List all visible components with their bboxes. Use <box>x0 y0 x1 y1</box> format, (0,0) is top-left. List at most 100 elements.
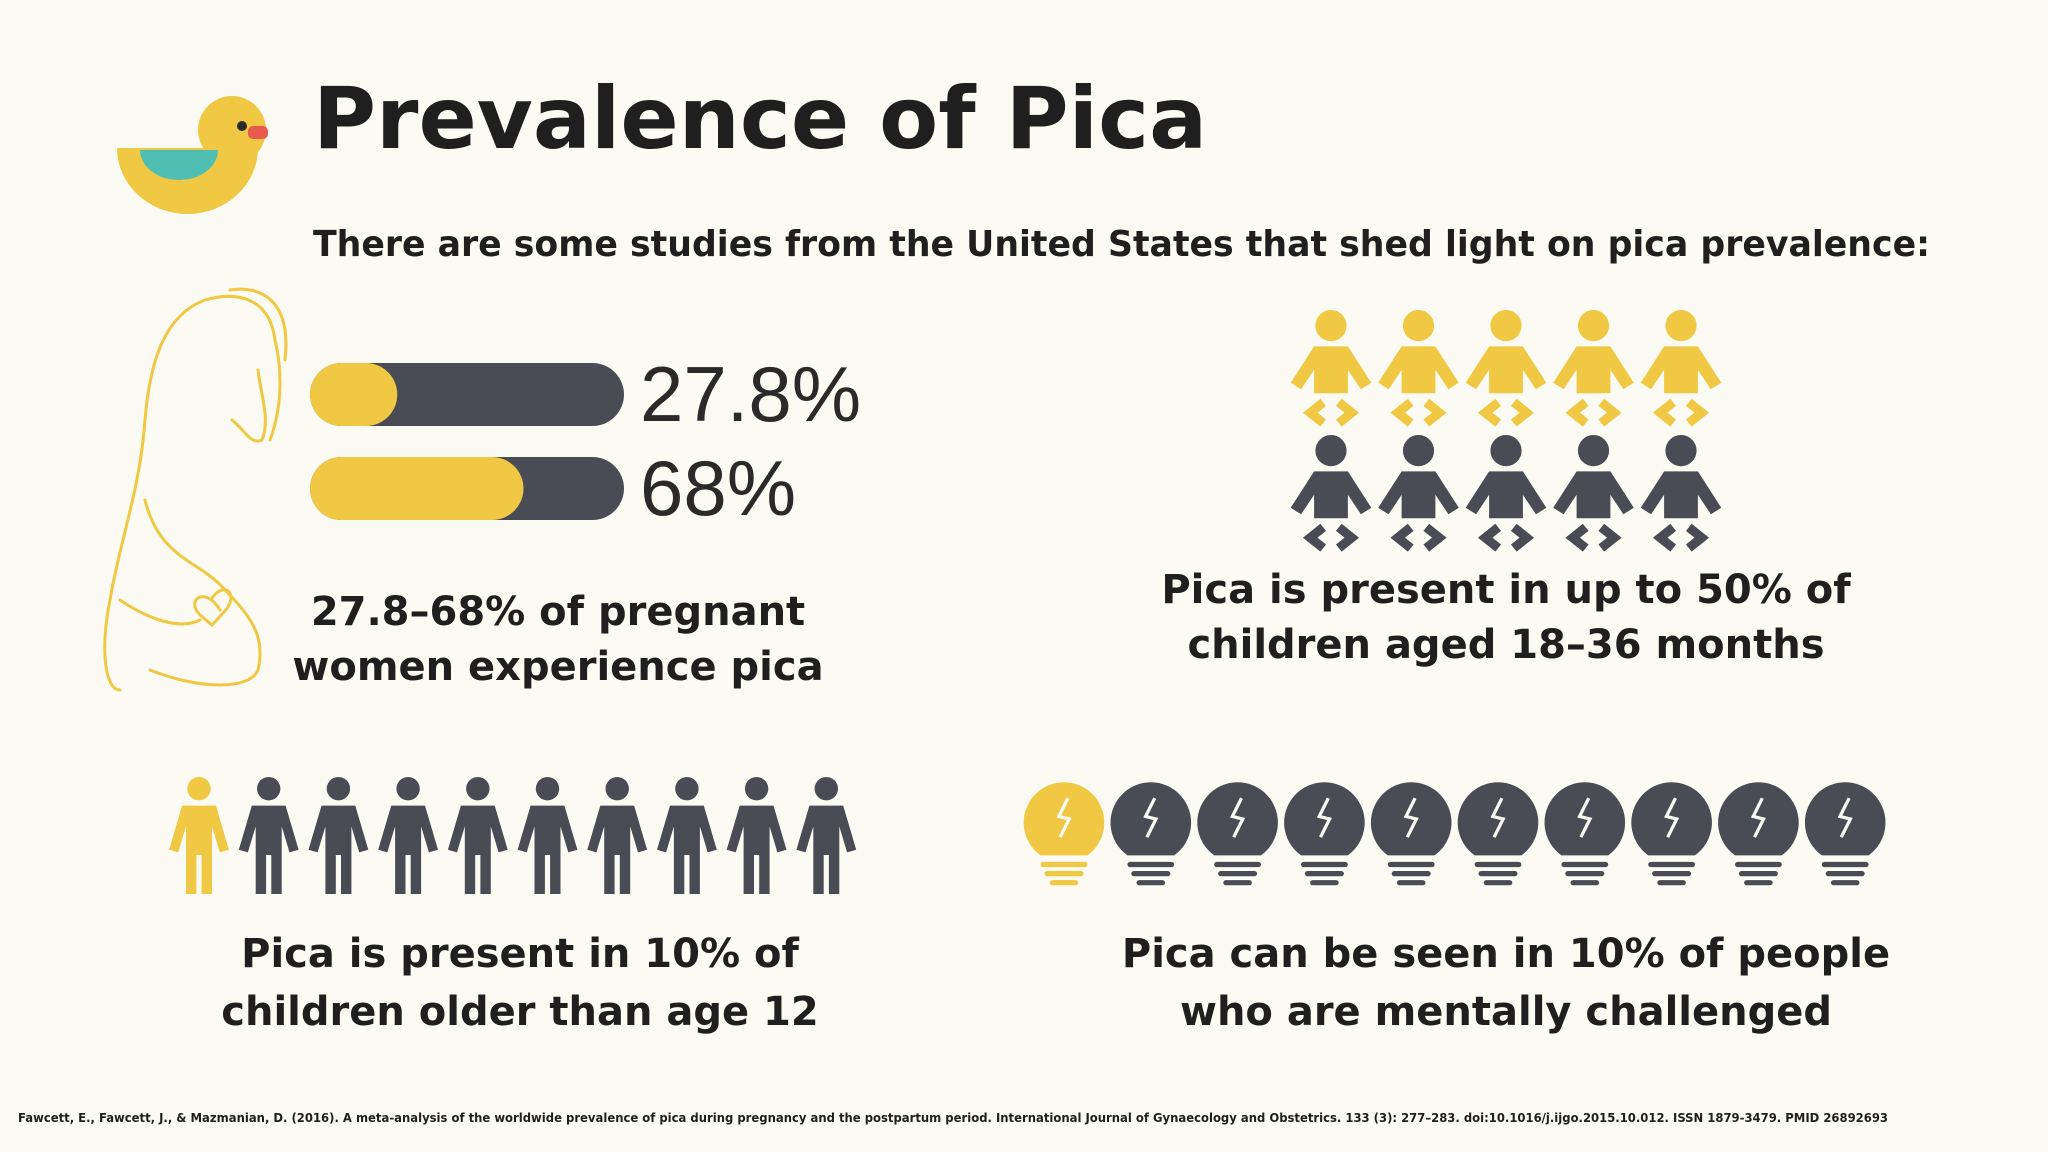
leg <box>1302 523 1327 552</box>
bulb-base <box>1648 861 1695 868</box>
bulb-base <box>1127 861 1175 868</box>
leg <box>1685 523 1710 552</box>
bulb-base <box>1561 861 1609 868</box>
head <box>1315 435 1347 467</box>
title: Prevalence of Pica <box>313 69 1207 169</box>
person-icon <box>238 777 299 894</box>
bulb-base <box>1821 861 1869 868</box>
bar-label: 27.8% <box>640 350 861 438</box>
head <box>1577 310 1610 342</box>
body <box>238 805 299 894</box>
baby-icon <box>1290 310 1372 427</box>
body <box>169 805 229 894</box>
bolt <box>1750 797 1766 838</box>
body <box>657 805 717 894</box>
bulb-icon <box>1284 782 1365 886</box>
body <box>1553 471 1634 519</box>
body <box>1640 346 1722 394</box>
caption: women experience pica <box>292 644 823 690</box>
body <box>726 805 787 894</box>
leg <box>1510 398 1535 427</box>
bulb-base <box>1391 871 1431 877</box>
person-icon <box>447 777 508 894</box>
head <box>396 777 420 801</box>
head <box>257 777 281 801</box>
person-icon <box>517 777 578 894</box>
body <box>517 805 578 894</box>
head <box>466 777 490 801</box>
bulb-base <box>1223 880 1252 886</box>
head <box>187 777 211 801</box>
caption: children aged 18–36 months <box>1187 622 1824 668</box>
bolt <box>1230 797 1246 838</box>
person-icon <box>657 777 717 894</box>
leg <box>1685 398 1710 427</box>
bulb-base <box>1214 861 1261 868</box>
bulb-base <box>1044 871 1084 877</box>
baby-icon <box>1465 435 1547 552</box>
baby-icon <box>1378 310 1459 427</box>
head <box>1402 435 1435 467</box>
bulb-icon <box>1370 782 1452 886</box>
bar-fill <box>310 363 398 426</box>
caption: who are mentally challenged <box>1180 989 1832 1035</box>
bulb-base <box>1565 871 1605 877</box>
bulb-base <box>1304 871 1344 877</box>
caption: Pica is present in up to 50% of <box>1161 567 1851 613</box>
baby-icon <box>1640 435 1722 552</box>
body <box>308 805 369 894</box>
bolt <box>1577 797 1593 838</box>
baby-icon <box>1553 435 1634 552</box>
caption: Pica is present in 10% of <box>241 931 799 977</box>
bulb-icon <box>1197 782 1278 886</box>
bulb-base <box>1136 880 1166 886</box>
head <box>1577 435 1610 467</box>
bulb-base <box>1474 861 1522 868</box>
leg <box>1477 398 1502 427</box>
bolt <box>1664 797 1680 838</box>
body <box>1290 471 1372 519</box>
bulb-icon <box>1718 782 1799 886</box>
bulb-base <box>1396 880 1426 886</box>
bulb-base <box>1387 861 1435 868</box>
bulb-icon <box>1457 782 1539 886</box>
head <box>1315 310 1347 342</box>
baby-icon <box>1290 435 1372 552</box>
person-icon <box>169 777 229 894</box>
leg <box>1423 523 1447 552</box>
head <box>605 777 629 801</box>
pregnant-woman-outline <box>103 287 288 692</box>
bulb-icon <box>1544 782 1626 886</box>
person-icon <box>308 777 369 894</box>
head <box>744 777 769 801</box>
bulb-base <box>1652 871 1692 877</box>
bolt <box>1490 797 1506 838</box>
bar-fill <box>310 457 524 520</box>
bulb-base <box>1301 861 1348 868</box>
caption: 27.8–68% of pregnant <box>311 589 805 635</box>
body <box>1290 346 1372 394</box>
head <box>1665 435 1697 467</box>
bolt <box>1837 797 1853 838</box>
body <box>796 805 857 894</box>
body <box>1378 346 1459 394</box>
baby-icon <box>1378 435 1459 552</box>
body <box>378 805 438 894</box>
body <box>447 805 508 894</box>
body <box>1465 346 1547 394</box>
body <box>1553 346 1634 394</box>
bulb-base <box>1738 871 1778 877</box>
subtitle: There are some studies from the United S… <box>313 224 1930 265</box>
leg <box>1335 523 1360 552</box>
head <box>1490 435 1522 467</box>
body <box>587 805 648 894</box>
leg <box>1335 398 1360 427</box>
bolt <box>1056 797 1072 838</box>
bolt <box>1143 797 1159 838</box>
bulb-base <box>1570 880 1600 886</box>
leg <box>1565 523 1589 552</box>
bulb-icon <box>1631 782 1712 886</box>
bolt <box>1403 797 1419 838</box>
person-icon <box>378 777 438 894</box>
